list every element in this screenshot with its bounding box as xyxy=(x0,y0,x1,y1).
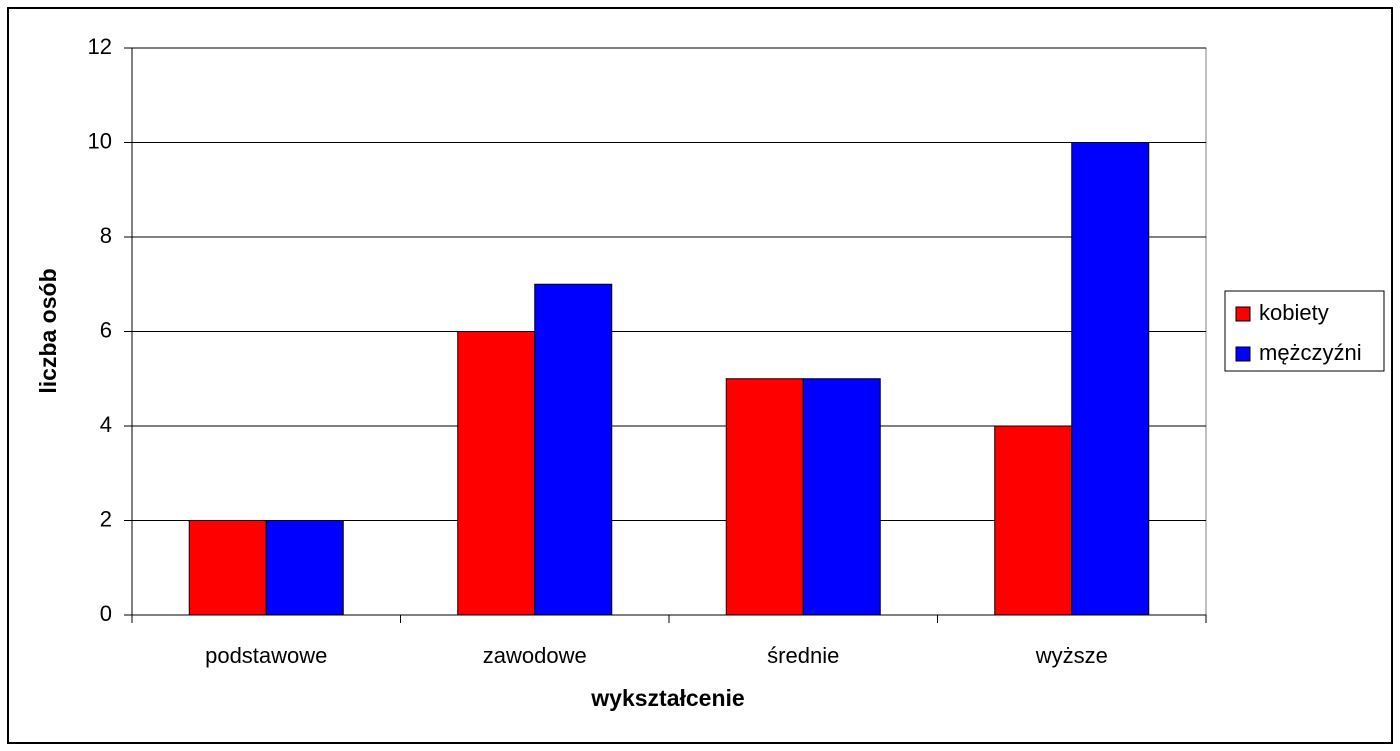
y-tick-label: 0 xyxy=(100,601,112,626)
x-axis-title: wykształcenie xyxy=(590,685,744,711)
x-tick-label: podstawowe xyxy=(205,643,327,668)
y-tick-label: 12 xyxy=(88,34,112,59)
bar xyxy=(802,378,881,616)
legend-box xyxy=(1224,290,1385,372)
y-tick-label: 10 xyxy=(88,128,112,153)
bar xyxy=(188,520,267,616)
legend-label: kobiety xyxy=(1259,300,1329,325)
bar xyxy=(1071,142,1150,616)
y-tick-label: 6 xyxy=(100,317,112,342)
bar xyxy=(534,283,613,616)
bar xyxy=(725,378,804,616)
legend-swatch xyxy=(1235,306,1251,322)
y-tick-label: 4 xyxy=(100,412,112,437)
x-tick-label: zawodowe xyxy=(483,643,587,668)
x-tick-label: średnie xyxy=(767,643,839,668)
legend-swatch xyxy=(1235,346,1251,362)
bar xyxy=(265,520,344,616)
y-tick-label: 8 xyxy=(100,223,112,248)
y-axis-title: liczba osób xyxy=(35,268,61,393)
bar xyxy=(994,425,1073,616)
legend-label: mężczyźni xyxy=(1259,340,1362,365)
x-tick-label: wyższe xyxy=(1035,643,1108,668)
bar xyxy=(457,331,536,616)
y-tick-label: 2 xyxy=(100,506,112,531)
